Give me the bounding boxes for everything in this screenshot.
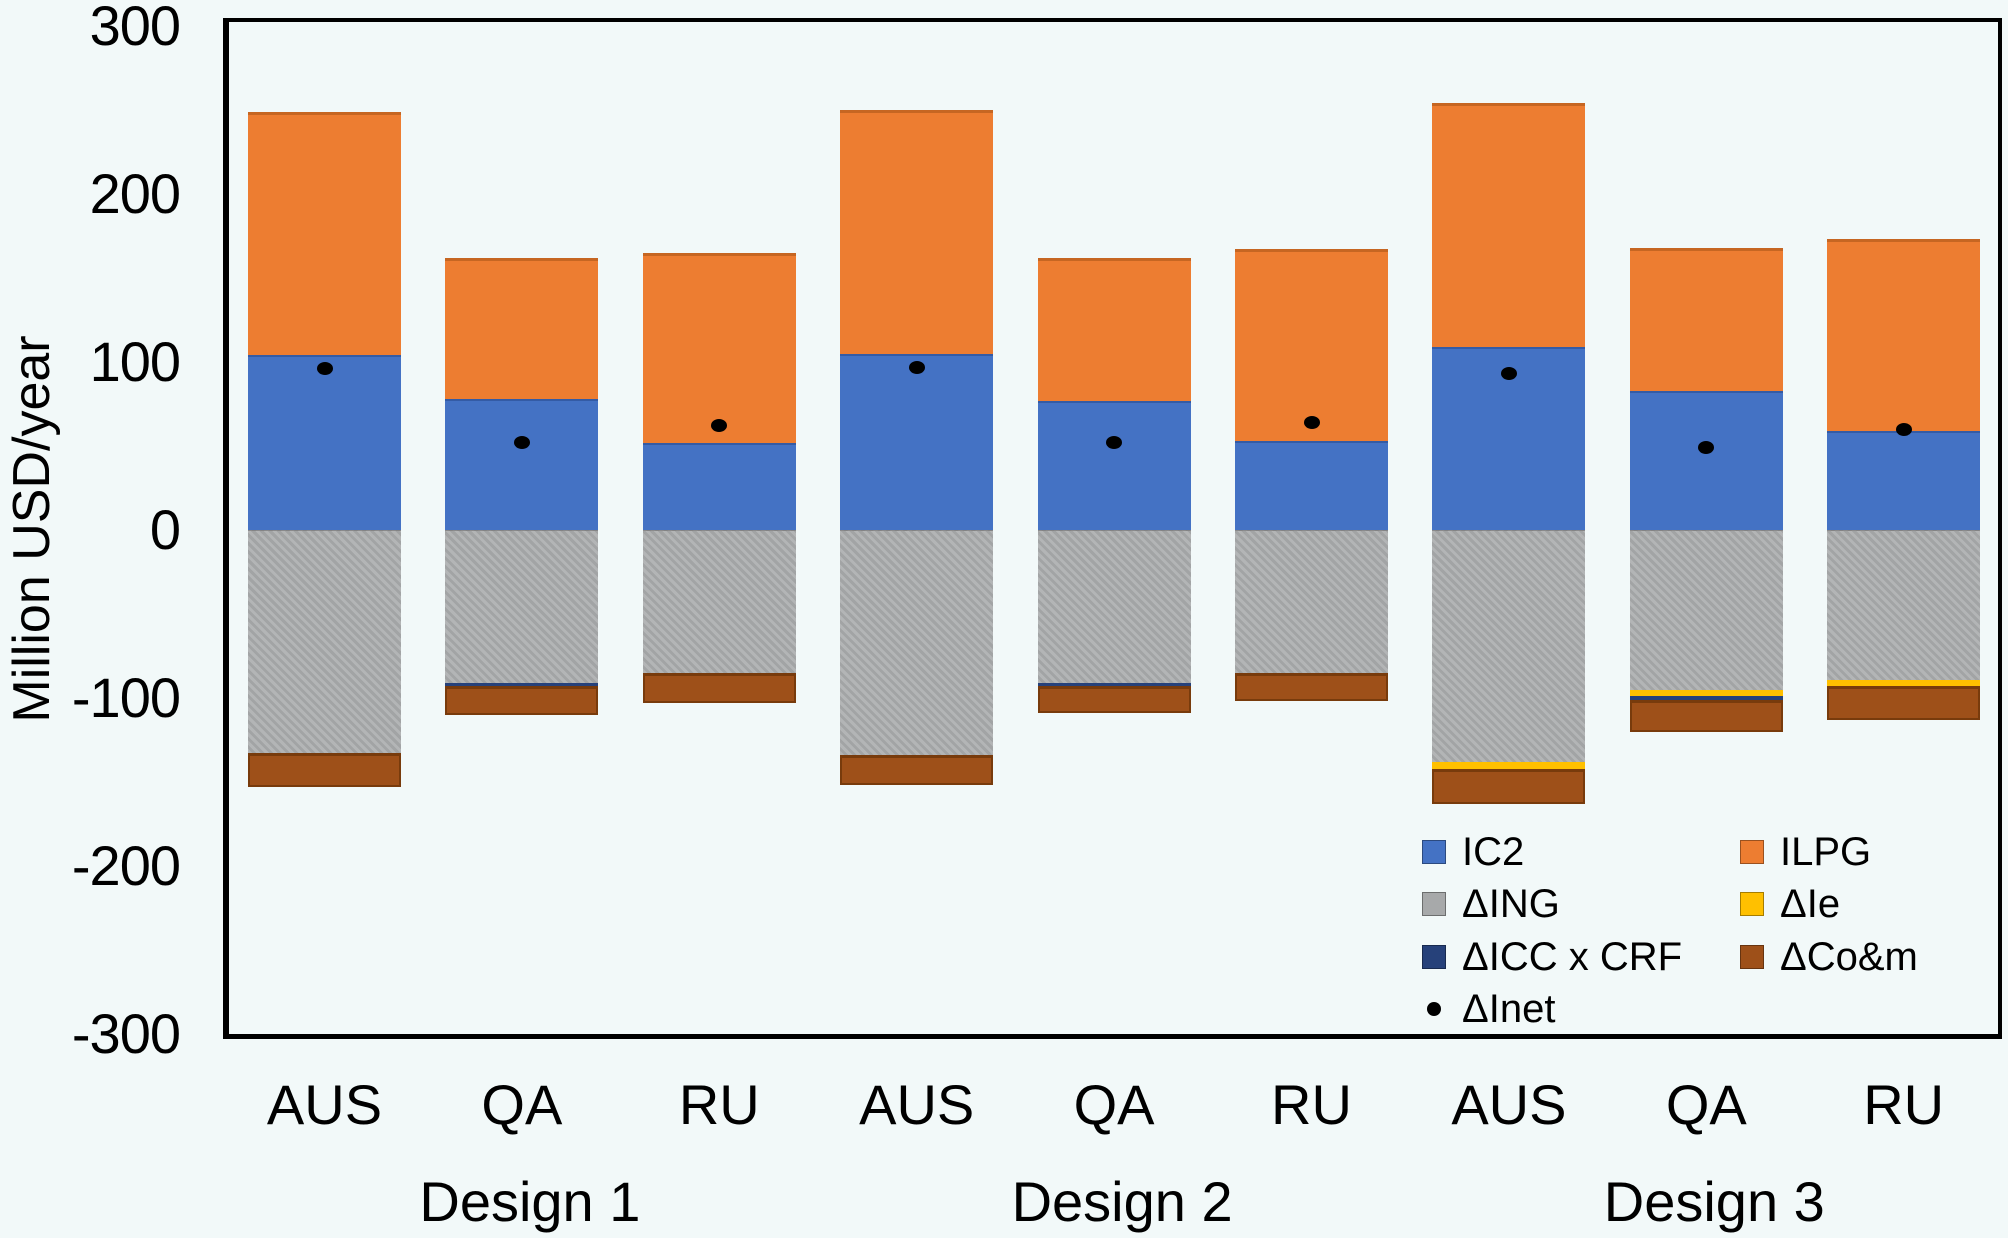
x-axis-category-label: QA [481,1073,563,1136]
bar-segment-ilpg-qa-4 [1037,257,1191,401]
y-tick-label: 300 [89,0,181,57]
legend-label--ing: ΔING [1462,882,1560,926]
bar-segment-ding-qa-4 [1037,530,1191,683]
legend-swatch-ic2 [1422,840,1446,864]
y-tick-label: 0 [149,498,181,561]
bar-segment-dcom-ru-5 [1235,672,1388,702]
x-axis-group-label: Design 1 [419,1170,641,1233]
x-axis-group-label: Design 3 [1603,1170,1825,1233]
y-tick-label: 100 [89,330,181,393]
legend-label--ie: ΔIe [1780,882,1841,926]
bar-segment-ilpg-ru-2 [642,252,796,443]
bar-segment-dcom-ru-8 [1827,686,1981,720]
bar-segment-dcom-qa-1 [445,686,599,715]
legend-label--co-m: ΔCo&m [1780,935,1918,979]
bar-segment-dcom-qa-4 [1037,686,1191,714]
x-axis-category-label: QA [1665,1073,1747,1136]
bar-segment-ilpg-ru-5 [1235,249,1388,441]
bar-segment-ilpg-qa-1 [445,257,599,399]
bar-segment-ic2-aus-0 [248,355,401,530]
x-axis-category-label: RU [1271,1073,1352,1136]
bar-segment-ic2-qa-7 [1629,390,1783,530]
bar-segment-ic2-ru-5 [1235,440,1388,530]
delta-inet-point-7 [1698,441,1715,455]
bar-segment-ding-qa-7 [1629,530,1783,690]
bar-segment-dcom-aus-0 [248,753,401,788]
delta-inet-point-5 [1303,415,1320,429]
x-axis-group-label: Design 2 [1011,1170,1233,1233]
x-axis-category-label: RU [1863,1073,1945,1136]
x-axis-category-label: AUS [266,1073,383,1136]
y-tick-label: -200 [71,834,181,897]
legend-label-ic2: IC2 [1462,830,1525,874]
bar-segment-dcom-ru-2 [642,672,796,704]
delta-inet-point-1 [513,436,530,450]
bar-segment-ic2-ru-8 [1827,430,1981,530]
y-tick-label: -100 [71,666,181,729]
bar-segment-ding-aus-6 [1432,530,1586,762]
bar-segment-ilpg-ru-8 [1827,239,1981,431]
bar-segment-ic2-ru-2 [642,442,796,530]
plot-frame [223,18,2002,1039]
delta-inet-point-8 [1895,422,1912,436]
legend-label-ilpg: ILPG [1780,830,1872,874]
bar-segment-dicc-crf-qa-7 [1629,696,1783,700]
x-axis-category-label: RU [678,1073,760,1136]
bar-segment-ilpg-aus-3 [840,110,994,354]
delta-inet-point-0 [316,362,333,376]
x-axis-category-label: AUS [859,1073,975,1136]
y-tick-label: 200 [89,162,181,225]
legend-swatch--ie [1740,892,1764,916]
delta-inet-point-3 [908,360,925,374]
bar-segment-die-qa-7 [1629,689,1783,697]
bar-segment-ding-ru-8 [1827,530,1981,680]
delta-inet-point-2 [711,419,728,433]
legend-swatch--icc-x-crf [1422,945,1446,969]
bar-segment-dcom-qa-7 [1629,699,1783,732]
y-tick-label: -300 [71,1002,181,1065]
legend-label--inet: ΔInet [1462,987,1556,1031]
x-axis-category-label: QA [1073,1073,1155,1136]
bar-segment-ding-ru-5 [1235,530,1388,673]
legend-swatch--co-m [1740,945,1764,969]
bar-segment-ding-qa-1 [445,530,599,683]
bar-segment-ilpg-qa-7 [1629,247,1783,391]
bar-segment-ding-aus-0 [248,530,401,754]
bar-segment-dicc-crf-qa-4 [1037,682,1191,687]
bar-segment-dcom-aus-3 [840,755,994,786]
bar-segment-ilpg-aus-6 [1432,103,1586,347]
bar-segment-die-aus-6 [1432,761,1586,769]
delta-inet-point-4 [1106,436,1123,450]
bar-segment-ding-aus-3 [840,530,994,756]
bar-segment-ding-ru-2 [642,530,796,673]
bar-segment-ic2-aus-3 [840,353,994,530]
bar-segment-ilpg-aus-0 [248,111,401,356]
legend-dot-marker [1427,1002,1441,1016]
legend-swatch-ilpg [1740,840,1764,864]
bar-segment-dicc-crf-qa-1 [445,682,599,687]
legend-swatch--ing [1422,892,1446,916]
bar-segment-dcom-aus-6 [1432,768,1586,804]
bar-segment-ic2-qa-4 [1037,400,1191,530]
bar-segment-die-ru-8 [1827,679,1981,687]
bar-segment-ic2-qa-1 [445,398,599,530]
delta-inet-point-6 [1500,367,1517,381]
x-axis-category-label: AUS [1451,1073,1567,1136]
legend-label--icc-x-crf: ΔICC x CRF [1462,935,1683,979]
